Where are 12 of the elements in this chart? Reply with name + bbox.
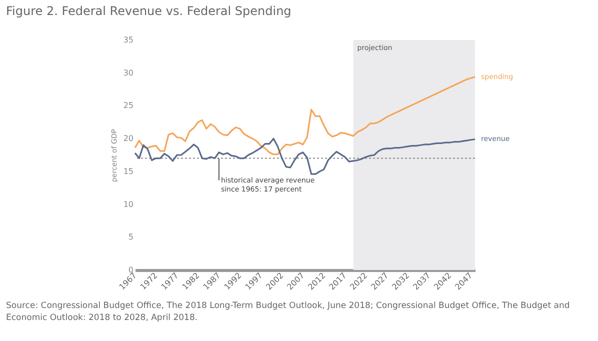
source-note: Source: Congressional Budget Office, The 2018 Long-Term Budget Outlook, June 2018; Congressional Budget Office, The Budget and Economic Outlook: 2018 to 2028, April 2018.	[6, 300, 571, 325]
chart-title: Figure 2. Federal Revenue vs. Federal Spending	[6, 4, 292, 18]
y-tick-label: 5	[128, 232, 134, 242]
line-series	[134, 138, 476, 175]
y-tick-label: 35	[123, 36, 134, 44]
y-tick-label: 25	[123, 101, 134, 110]
line-series	[134, 76, 476, 156]
y-tick-label: 20	[123, 134, 134, 144]
y-tick-label: 30	[123, 68, 134, 78]
y-tick-label: 0	[128, 266, 134, 274]
y-tick-label: 10	[123, 200, 134, 209]
y-tick-label: 15	[123, 166, 134, 176]
